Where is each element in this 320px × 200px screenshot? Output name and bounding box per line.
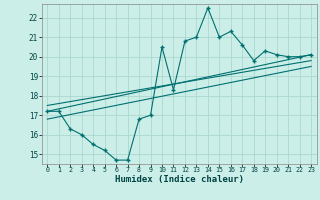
- X-axis label: Humidex (Indice chaleur): Humidex (Indice chaleur): [115, 175, 244, 184]
